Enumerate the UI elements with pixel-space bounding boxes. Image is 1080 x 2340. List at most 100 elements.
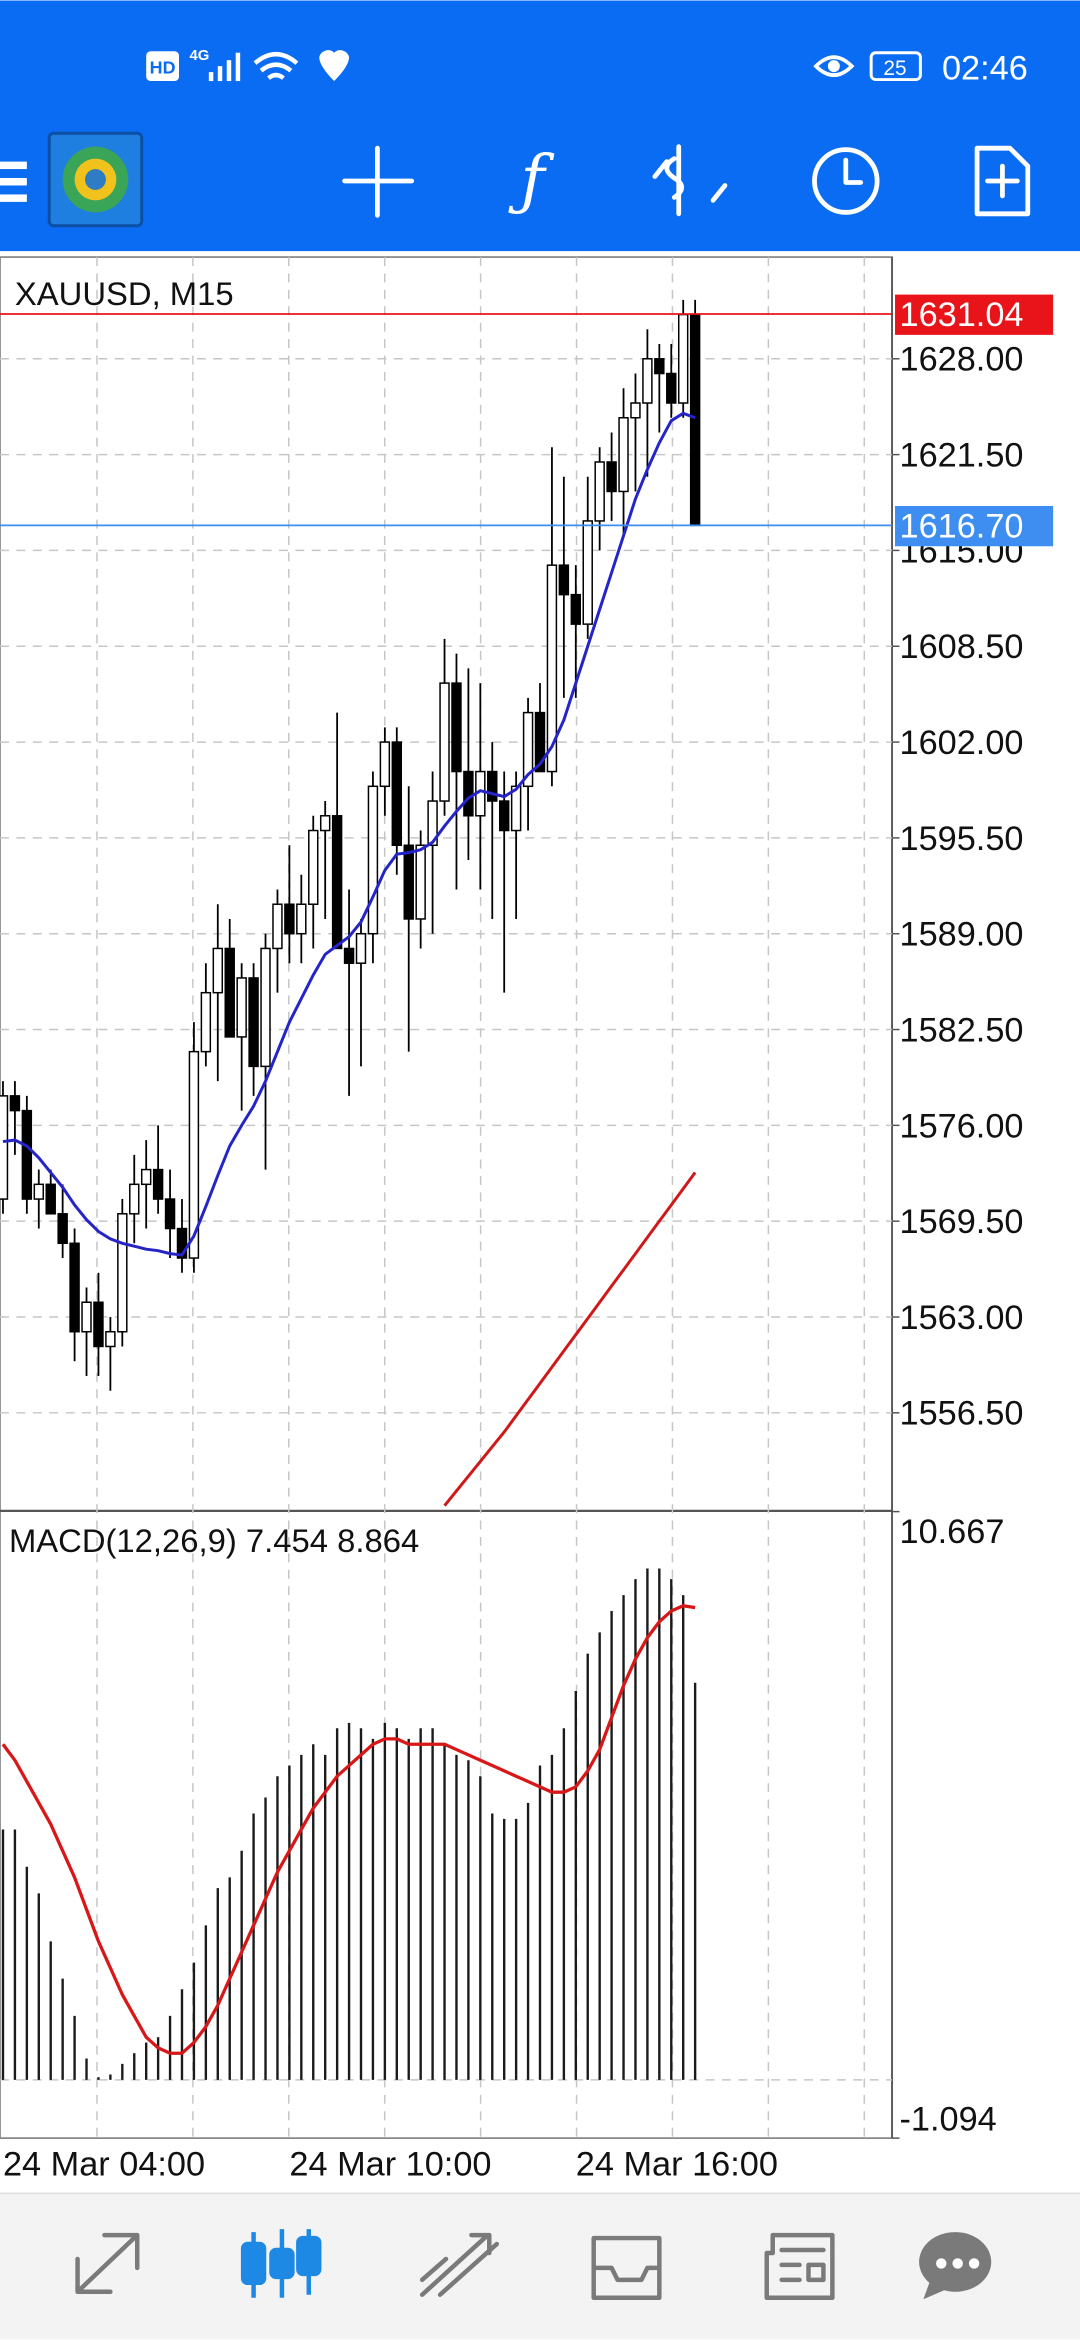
candle-body xyxy=(188,1050,200,1259)
y-tick-label: 1628.00 xyxy=(900,341,1024,379)
candle-body xyxy=(272,903,283,950)
candle-body xyxy=(152,1168,164,1200)
health-icon xyxy=(319,50,350,82)
x-tick-label: 24 Mar 04:00 xyxy=(3,2145,205,2183)
moving-average xyxy=(443,1171,697,1507)
trade-button[interactable] xyxy=(652,144,728,217)
chat-tab[interactable] xyxy=(919,2232,992,2300)
status-bar: HD 4G 25 02:46 xyxy=(146,48,1028,88)
candle-body xyxy=(570,593,582,625)
signal-line xyxy=(1,1604,696,2055)
candle-body xyxy=(117,1213,128,1333)
candle-body xyxy=(308,829,319,905)
signal-icon xyxy=(208,52,241,82)
candle-body xyxy=(200,991,212,1053)
price-badge xyxy=(895,505,1054,547)
candle-body xyxy=(248,977,259,1068)
candle-body xyxy=(129,1183,140,1215)
candle-body xyxy=(451,682,462,773)
candle-body xyxy=(0,1095,9,1200)
candle-body xyxy=(367,785,379,935)
candle-body xyxy=(689,313,701,527)
macd-title-name: MACD(12,26,9) xyxy=(9,1522,237,1559)
candle-body xyxy=(654,358,665,375)
candle-body xyxy=(403,844,414,920)
macd-signal-value: 8.864 xyxy=(337,1522,419,1559)
candle-body xyxy=(487,770,498,802)
candle-body xyxy=(33,1183,45,1200)
candle-body xyxy=(105,1330,116,1348)
history-tab[interactable] xyxy=(591,2235,662,2300)
chart-tab[interactable] xyxy=(240,2229,322,2298)
crosshair-button[interactable] xyxy=(342,145,415,218)
candle-body xyxy=(355,932,367,964)
hd-badge xyxy=(146,51,180,82)
history-button[interactable] xyxy=(812,147,880,215)
y-tick-label: 1595.50 xyxy=(900,820,1024,858)
battery-icon xyxy=(869,51,922,82)
candle-body xyxy=(69,1242,80,1333)
candle-body xyxy=(212,947,224,994)
chart-layer: 1556.50 1563.00 1569.50 1576.00 1582.50 1589.… xyxy=(0,294,1054,2183)
y-tick-label: -1.094 xyxy=(900,2101,997,2139)
y-tick-label: 1576.00 xyxy=(900,1107,1024,1145)
app-logo-button[interactable] xyxy=(47,131,144,228)
price-badge-label: 1631.04 xyxy=(900,296,1024,334)
candle-body xyxy=(140,1168,152,1186)
trade-tab[interactable] xyxy=(419,2232,499,2297)
eye-icon xyxy=(813,55,855,77)
y-tick-label: 1602.00 xyxy=(900,724,1024,762)
battery-level: 25 xyxy=(883,57,906,80)
candle-body xyxy=(463,770,474,817)
candle-body xyxy=(319,815,331,832)
candle-body xyxy=(331,815,343,950)
app-header xyxy=(0,0,1080,252)
candle-body xyxy=(236,977,247,1038)
candle-body xyxy=(343,947,355,964)
y-tick-label: 1589.00 xyxy=(900,916,1024,954)
candle-body xyxy=(582,520,593,625)
x-tick-label: 24 Mar 10:00 xyxy=(289,2145,491,2183)
candle-body xyxy=(176,1227,188,1259)
candle-body xyxy=(57,1213,68,1245)
candle-body xyxy=(677,313,689,404)
candle-body xyxy=(618,417,629,493)
candle-body xyxy=(21,1109,33,1200)
y-tick-label: 1569.50 xyxy=(900,1203,1024,1241)
candle-body xyxy=(81,1301,92,1333)
candle-body xyxy=(606,461,617,493)
candle-body xyxy=(427,800,438,847)
macd-main-value: 7.454 xyxy=(246,1522,328,1559)
x-tick-label: 24 Mar 16:00 xyxy=(576,2145,778,2183)
candle-body xyxy=(296,903,307,935)
y-tick-label: 1582.50 xyxy=(900,1011,1024,1049)
quotes-tab[interactable] xyxy=(75,2232,140,2295)
macd-title: MACD(12,26,9) 7.454 8.864 xyxy=(9,1522,419,1559)
candle-body xyxy=(391,741,403,847)
candle-body xyxy=(260,947,271,1068)
candle-body xyxy=(224,947,235,1038)
hd-text: HD xyxy=(150,58,176,78)
news-tab[interactable] xyxy=(764,2232,835,2300)
eye-pupil xyxy=(827,60,840,73)
chart-frame xyxy=(0,256,893,2140)
candle-body xyxy=(558,564,570,596)
new-order-button[interactable] xyxy=(974,145,1031,217)
price-badge xyxy=(895,294,1054,335)
menu-button[interactable] xyxy=(0,161,27,202)
y-tick-label: 1608.50 xyxy=(900,628,1024,666)
candle-body xyxy=(522,711,534,788)
y-tick-label: 1556.50 xyxy=(900,1395,1024,1433)
candle-body xyxy=(594,461,605,522)
candle-body xyxy=(510,785,522,832)
moving-average xyxy=(2,411,696,1257)
net-text: 4G xyxy=(189,48,209,64)
clock: 02:46 xyxy=(942,50,1028,88)
chart-title: XAUUSD, M15 xyxy=(15,275,234,312)
price-badge-label: 1616.70 xyxy=(900,507,1024,545)
y-tick-label: 1621.50 xyxy=(900,437,1024,475)
bottom-nav xyxy=(0,2193,1080,2340)
